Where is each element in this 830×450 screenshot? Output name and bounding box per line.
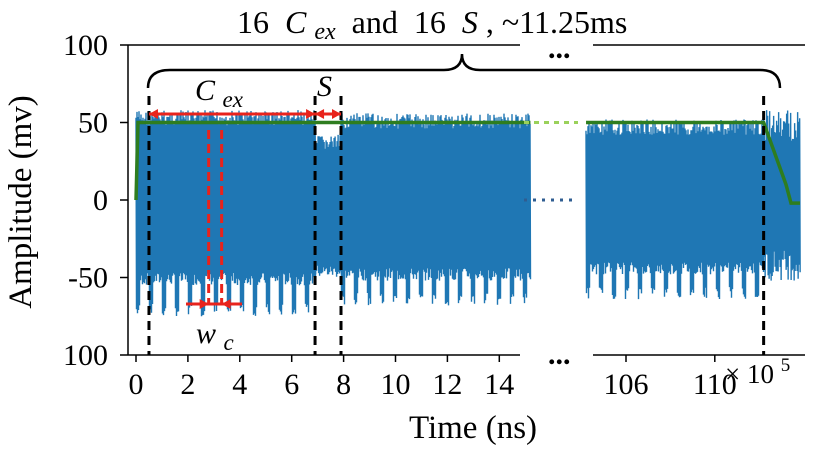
cex-subscript: ex	[223, 87, 244, 112]
axis-break-ellipsis: ...	[548, 338, 571, 371]
s-label: S	[317, 70, 332, 103]
x-multiplier-exponent: 5	[781, 355, 791, 376]
x-multiplier: × 10 5	[725, 355, 790, 389]
envelope-right	[586, 120, 800, 205]
x-tick-label-6: 12	[432, 368, 462, 401]
s-span-arrow-left	[315, 109, 325, 119]
signal-segment-3	[585, 119, 765, 300]
x-ticks: 0 2 4 6 8 10 12 14 106 110	[129, 355, 737, 401]
x-tick-label-8: 106	[604, 368, 649, 401]
x-tick-label-3: 6	[284, 368, 299, 401]
x-axis-title: Time (ns)	[409, 410, 537, 446]
cex-symbol: C	[195, 74, 216, 107]
y-axis-title: Amplitude (mv)	[3, 95, 39, 309]
wc-label: w c	[196, 317, 234, 355]
signal-group	[135, 110, 801, 317]
x-tick-label-1: 2	[180, 368, 195, 401]
y-tick-label-4: 100	[63, 339, 108, 372]
y-tick-label-0: 100	[63, 29, 108, 62]
x-multiplier-base: × 10	[725, 359, 774, 389]
wc-symbol: w	[196, 317, 216, 350]
envelope-group	[134, 120, 800, 205]
y-tick-label-1: 50	[78, 107, 108, 140]
envelope-left	[134, 120, 531, 201]
x-tick-label-5: 10	[381, 368, 411, 401]
title-count-left: 16	[237, 4, 269, 40]
continuation-group	[524, 121, 578, 202]
chart-title: 16 C ex and 16 S , ~11.25ms	[237, 4, 627, 46]
y-tick-label-3: -50	[68, 262, 108, 295]
y-tick-label-2: 0	[93, 184, 108, 217]
cex-span-arrow-right	[306, 109, 316, 119]
x-tick-label-4: 8	[336, 368, 351, 401]
marker-group	[147, 96, 766, 355]
wc-arrow-left	[199, 299, 209, 309]
signal-segment-2	[340, 113, 532, 306]
wc-arrow-right	[221, 299, 231, 309]
span-group	[148, 109, 342, 309]
cex-label: C ex	[195, 74, 244, 112]
title-subscript-left: ex	[314, 19, 336, 45]
title-symbol-left: C	[285, 4, 307, 40]
x-tick-label-0: 0	[129, 368, 144, 401]
signal-segment-0	[135, 110, 317, 317]
title-ellipsis: ...	[548, 32, 571, 65]
cex-span-arrow-left	[148, 109, 158, 119]
x-tick-label-2: 4	[232, 368, 247, 401]
title-duration: , ~11.25ms	[486, 4, 627, 40]
x-tick-label-7: 14	[484, 368, 514, 401]
y-ticks: 100 50 0 -50 100	[63, 29, 128, 372]
title-count-right: 16	[414, 4, 446, 40]
signal-segment-1	[314, 134, 342, 277]
title-symbol-right: S	[462, 4, 478, 40]
x-tick-label-9: 110	[693, 368, 737, 401]
title-conjunction: and	[352, 4, 398, 40]
s-span-arrow-right	[332, 109, 342, 119]
span-brace	[146, 53, 782, 89]
wc-subscript: c	[224, 330, 234, 355]
